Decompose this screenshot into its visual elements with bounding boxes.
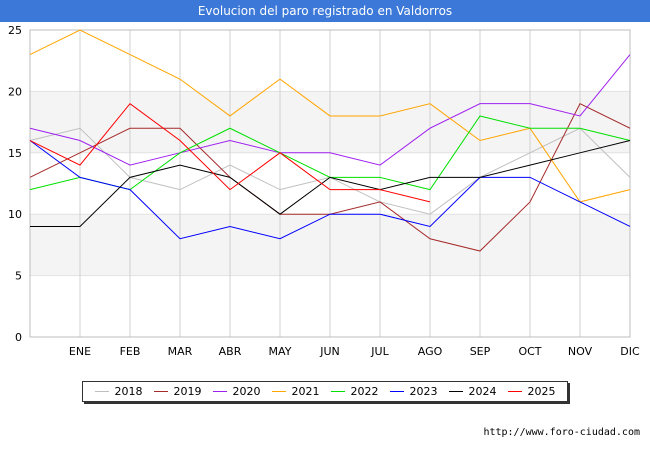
legend-label: 2022 xyxy=(350,385,379,398)
plot-axes: 0 5 10 15 20 25 ENE FEB MAR ABR MAY JUN JUL AGO SEP OCT… xyxy=(8,24,640,358)
plot-grid xyxy=(30,29,631,338)
legend-swatch xyxy=(94,391,109,392)
legend-swatch xyxy=(212,391,227,392)
y-tick-label: 10 xyxy=(8,208,22,221)
x-tick-label: DIC xyxy=(620,345,640,358)
legend-item-2022: 2022 xyxy=(330,385,379,398)
source-url: http://www.foro-ciudad.com xyxy=(483,427,640,438)
y-tick-label: 5 xyxy=(15,270,22,283)
y-tick-label: 15 xyxy=(8,147,22,160)
x-tick-label: ENE xyxy=(69,345,91,358)
y-tick-label: 20 xyxy=(8,85,22,98)
legend-label: 2023 xyxy=(409,385,438,398)
legend-item-2020: 2020 xyxy=(212,385,261,398)
series-line-2025 xyxy=(29,102,431,203)
x-tick-label: AGO xyxy=(418,345,443,358)
x-tick-label: JUN xyxy=(319,345,340,358)
x-tick-label: FEB xyxy=(120,345,141,358)
x-tick-label: MAY xyxy=(269,345,292,358)
legend-swatch xyxy=(507,391,522,392)
legend-swatch xyxy=(153,391,168,392)
x-tick-label: MAR xyxy=(168,345,193,358)
y-tick-label: 0 xyxy=(15,331,22,344)
x-tick-label: ABR xyxy=(219,345,242,358)
legend-swatch xyxy=(330,391,345,392)
plot-series xyxy=(29,29,631,252)
legend-label: 2020 xyxy=(232,385,261,398)
legend-item-2018: 2018 xyxy=(94,385,143,398)
x-tick-label: JUL xyxy=(370,345,389,358)
chart-title: Evolucion del paro registrado en Valdorr… xyxy=(197,4,453,18)
x-tick-label: SEP xyxy=(470,345,491,358)
legend-item-2025: 2025 xyxy=(507,385,556,398)
x-tick-label: OCT xyxy=(518,345,541,358)
series-line-2023 xyxy=(29,140,631,240)
plot-border xyxy=(29,29,631,338)
legend-item-2021: 2021 xyxy=(271,385,320,398)
legend-label: 2018 xyxy=(114,385,143,398)
x-tick-label: NOV xyxy=(568,345,593,358)
legend-swatch xyxy=(389,391,404,392)
y-tick-label: 25 xyxy=(8,24,22,37)
legend-label: 2025 xyxy=(527,385,556,398)
legend-swatch xyxy=(448,391,463,392)
legend: 2018 2019 2020 2021 2022 2023 2024 2025 xyxy=(82,381,568,402)
legend-label: 2024 xyxy=(468,385,497,398)
legend-label: 2019 xyxy=(173,385,202,398)
legend-swatch xyxy=(271,391,286,392)
legend-item-2023: 2023 xyxy=(389,385,438,398)
title-bar: Evolucion del paro registrado en Valdorr… xyxy=(0,0,650,22)
legend-item-2024: 2024 xyxy=(448,385,497,398)
series-line-2020 xyxy=(29,54,631,166)
legend-label: 2021 xyxy=(291,385,320,398)
legend-item-2019: 2019 xyxy=(153,385,202,398)
series-line-2024 xyxy=(30,140,631,227)
